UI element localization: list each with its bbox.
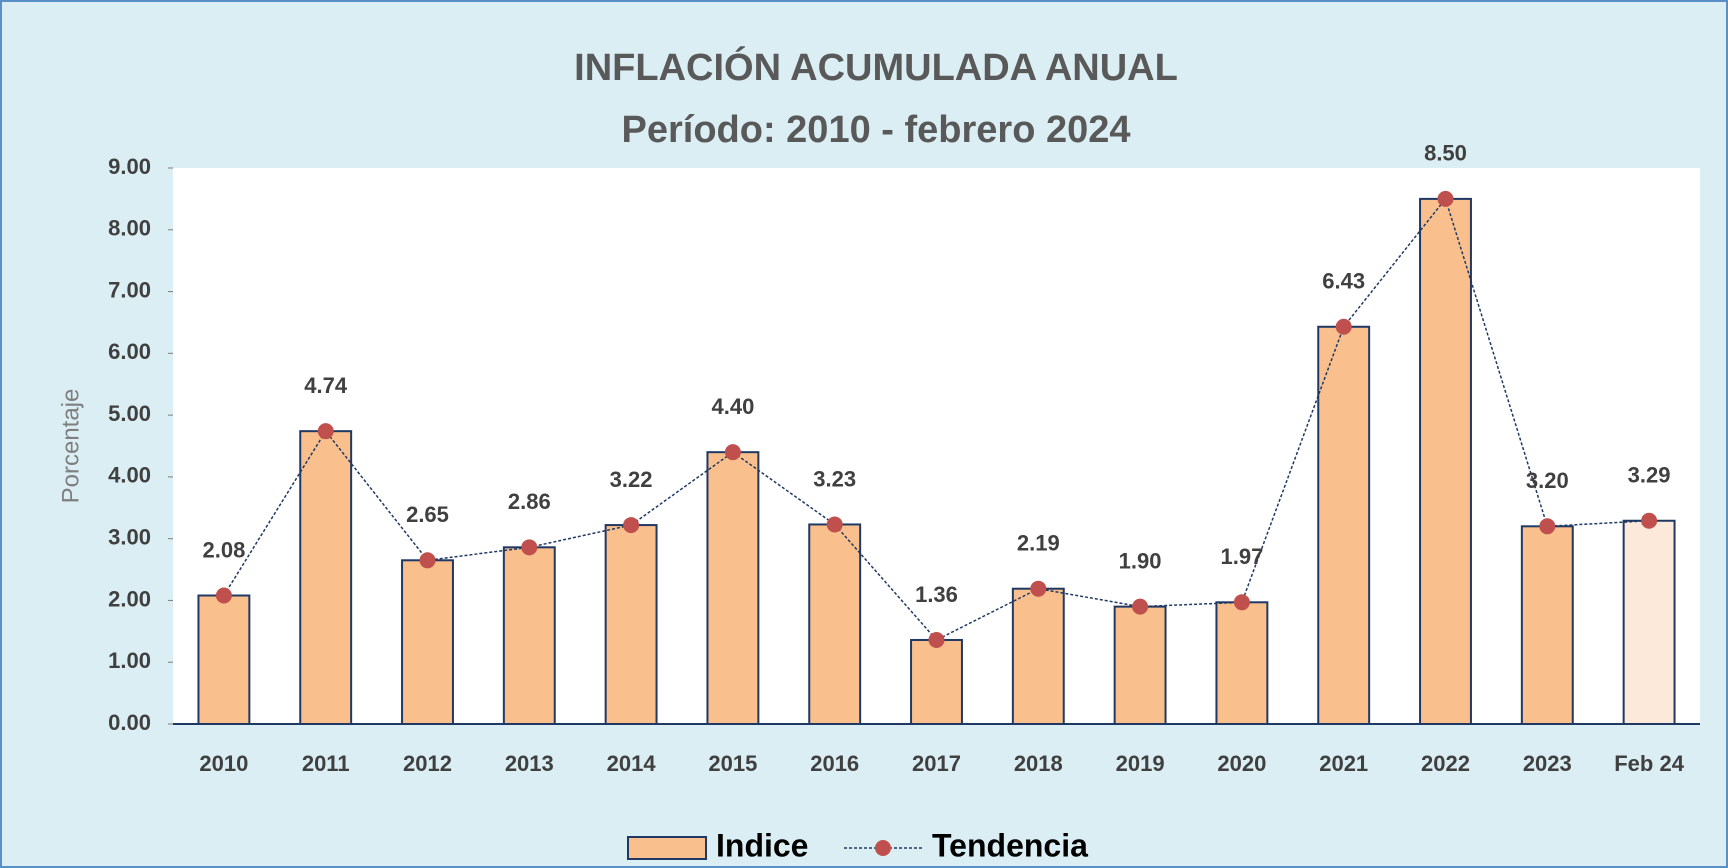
y-tick-label: 6.00 [108, 339, 151, 364]
data-label: 3.22 [610, 467, 653, 492]
data-label: 3.23 [813, 466, 856, 491]
y-tick-label: 1.00 [108, 648, 151, 673]
y-tick-label: 9.00 [108, 154, 151, 179]
y-tick-label: 5.00 [108, 401, 151, 426]
trend-point [826, 516, 843, 533]
x-tick-label: 2020 [1217, 751, 1266, 776]
x-tick-label: 2013 [505, 751, 554, 776]
trend-point [1539, 518, 1556, 535]
data-label: 2.08 [202, 537, 245, 562]
x-tick-label: 2011 [302, 751, 350, 776]
bar [1317, 325, 1371, 725]
legend-label: Tendencia [932, 827, 1088, 863]
data-label: 8.50 [1424, 141, 1467, 166]
x-tick-label: 2016 [810, 751, 859, 776]
y-tick-label: 2.00 [108, 586, 151, 611]
legend-label: Indice [716, 827, 808, 863]
bar [1419, 197, 1472, 725]
bar [401, 559, 454, 725]
data-label: 1.36 [915, 582, 958, 607]
y-tick-label: 8.00 [108, 216, 151, 241]
bar [1011, 587, 1065, 725]
x-tick-label: 2023 [1523, 751, 1572, 776]
bar [1215, 601, 1269, 726]
bar [502, 546, 556, 725]
trend-point [623, 517, 640, 534]
x-tick-label: 2015 [708, 751, 757, 776]
data-label: 2.65 [406, 502, 449, 527]
trend-point [1132, 598, 1149, 615]
trend-point [419, 552, 436, 569]
data-label: 1.97 [1220, 544, 1263, 569]
data-label: 2.19 [1017, 531, 1060, 556]
trend-point [1233, 594, 1250, 611]
bar [808, 523, 862, 725]
y-tick-label: 7.00 [108, 277, 151, 302]
trend-point [317, 423, 334, 440]
x-tick-label: 2019 [1116, 751, 1165, 776]
x-tick-label: 2014 [607, 751, 657, 776]
x-tick-label: 2021 [1319, 751, 1368, 776]
data-label: 3.29 [1628, 463, 1671, 488]
data-label: 3.20 [1526, 468, 1569, 493]
bar [1113, 605, 1167, 725]
legend-swatch [875, 840, 891, 856]
trend-line [223, 197, 1650, 641]
bar [604, 524, 658, 725]
y-tick-label: 3.00 [108, 524, 151, 549]
x-tick-label: 2012 [403, 751, 452, 776]
data-label: 6.43 [1322, 269, 1365, 294]
bar [197, 594, 251, 725]
x-tick-label: 2010 [199, 751, 248, 776]
chart-title: INFLACIÓN ACUMULADA ANUAL [574, 45, 1178, 89]
trend-point [215, 587, 232, 604]
trend-point [1437, 190, 1454, 207]
data-label: 4.40 [711, 394, 754, 419]
legend-swatch [627, 836, 707, 860]
data-label: 4.74 [304, 373, 348, 398]
trend-point [928, 631, 945, 648]
bar [910, 638, 963, 726]
trend-point [1030, 580, 1047, 597]
trend-point [521, 539, 538, 556]
y-axis-label: Porcentaje [57, 389, 84, 504]
trend-point [724, 444, 741, 461]
x-tick-label: 2022 [1421, 751, 1470, 776]
bar [706, 451, 760, 725]
trend-point [1641, 512, 1658, 529]
data-label: 2.86 [508, 489, 551, 514]
y-tick-label: 0.00 [108, 710, 151, 735]
trend-point [1335, 318, 1352, 335]
data-label: 1.90 [1119, 548, 1162, 573]
bar [1622, 519, 1676, 725]
x-tick-label: 2018 [1014, 751, 1063, 776]
chart-subtitle: Período: 2010 - febrero 2024 [622, 109, 1131, 151]
x-tick-label: Feb 24 [1614, 751, 1684, 776]
bar [299, 430, 353, 725]
bar [1520, 525, 1574, 725]
x-tick-label: 2017 [912, 751, 961, 776]
y-tick-label: 4.00 [108, 463, 151, 488]
